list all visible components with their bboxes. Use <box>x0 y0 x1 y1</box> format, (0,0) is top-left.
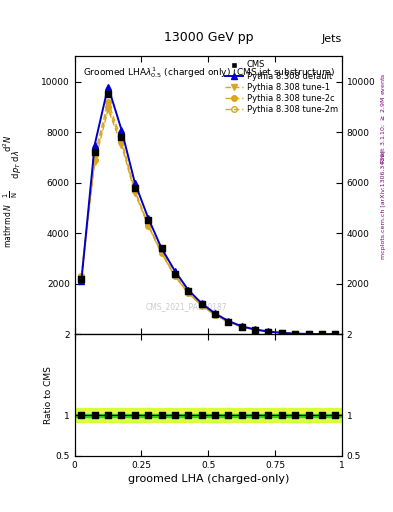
Bar <box>75 414 342 417</box>
Point <box>252 326 258 334</box>
Point <box>332 411 338 419</box>
Point <box>172 411 178 419</box>
Legend: CMS, Pythia 8.308 default, Pythia 8.308 tune-1, Pythia 8.308 tune-2c, Pythia 8.3: CMS, Pythia 8.308 default, Pythia 8.308 … <box>225 60 338 114</box>
Point <box>279 411 285 419</box>
Point <box>118 133 125 141</box>
X-axis label: groomed LHA (charged-only): groomed LHA (charged-only) <box>128 474 289 484</box>
Point <box>158 411 165 419</box>
Point <box>105 90 111 98</box>
Point <box>92 411 98 419</box>
Text: $\mathrm{d}^2N$: $\mathrm{d}^2N$ <box>2 135 15 152</box>
Text: $\mathrm{mathrm\,d}\,N$: $\mathrm{mathrm\,d}\,N$ <box>2 203 13 248</box>
Point <box>118 411 125 419</box>
Point <box>145 411 151 419</box>
Point <box>92 148 98 156</box>
Point <box>78 274 84 283</box>
Bar <box>75 408 342 422</box>
Point <box>305 330 312 338</box>
Point <box>145 217 151 225</box>
Point <box>265 411 272 419</box>
Point <box>185 411 191 419</box>
Text: 13000 GeV pp: 13000 GeV pp <box>163 31 253 44</box>
Point <box>292 330 298 338</box>
Text: CMS_2021_PAS20187: CMS_2021_PAS20187 <box>146 302 228 311</box>
Point <box>158 244 165 252</box>
Point <box>132 184 138 192</box>
Point <box>265 328 272 336</box>
Point <box>225 317 231 326</box>
Text: $\mathrm{d}\,p_T\,\mathrm{d}\,\lambda$: $\mathrm{d}\,p_T\,\mathrm{d}\,\lambda$ <box>10 149 23 179</box>
Point <box>212 310 218 318</box>
Text: Jets: Jets <box>321 33 342 44</box>
Point <box>252 411 258 419</box>
Point <box>172 269 178 278</box>
Point <box>198 411 205 419</box>
Text: Rivet 3.1.10; $\geq$ 2.9M events: Rivet 3.1.10; $\geq$ 2.9M events <box>379 72 387 164</box>
Point <box>319 330 325 338</box>
Point <box>78 411 84 419</box>
Text: Groomed LHA$\lambda^{1}_{0.5}$ (charged only) (CMS jet substructure): Groomed LHA$\lambda^{1}_{0.5}$ (charged … <box>83 65 335 79</box>
Y-axis label: Ratio to CMS: Ratio to CMS <box>44 366 53 424</box>
Point <box>279 329 285 337</box>
Point <box>319 411 325 419</box>
Point <box>305 411 312 419</box>
Point <box>225 411 231 419</box>
Point <box>332 330 338 338</box>
Point <box>132 411 138 419</box>
Point <box>292 411 298 419</box>
Point <box>239 323 245 331</box>
Point <box>212 411 218 419</box>
Point <box>198 300 205 308</box>
Point <box>185 287 191 295</box>
Text: mcplots.cern.ch [arXiv:1306.3436]: mcplots.cern.ch [arXiv:1306.3436] <box>381 151 386 259</box>
Point <box>105 411 111 419</box>
Point <box>239 411 245 419</box>
Text: $\frac{1}{\mathrm{N}}$: $\frac{1}{\mathrm{N}}$ <box>2 191 20 198</box>
